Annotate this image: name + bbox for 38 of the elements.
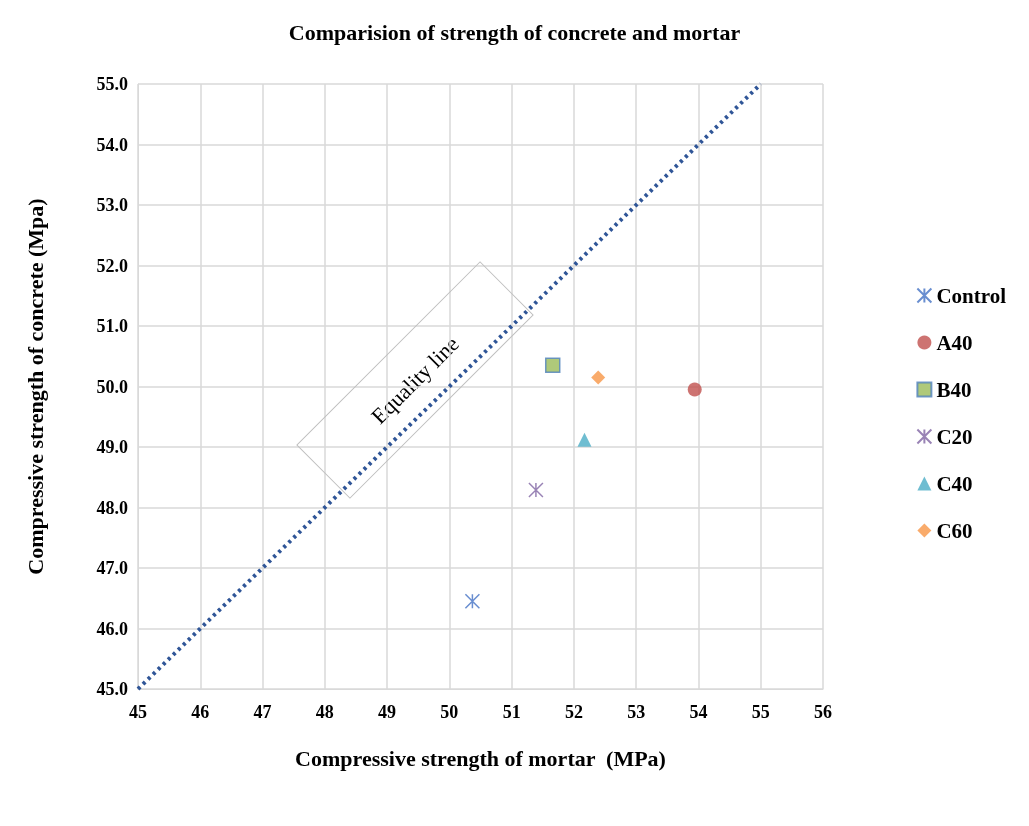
point (591, 370, 606, 385)
legend-label: C60 (936, 518, 973, 543)
x-tick-label: 53 (627, 702, 646, 722)
x-tick-label: 46 (191, 702, 210, 722)
legend-label: B40 (936, 377, 972, 402)
x-tick-label: 54 (689, 702, 708, 722)
x-tick-label: 47 (253, 702, 272, 722)
y-tick-label: 54.0 (96, 134, 128, 155)
x-axis-title: Compressive strength of mortar (MPa) (295, 745, 666, 771)
point (687, 382, 702, 397)
y-tick-label: 48.0 (96, 497, 128, 518)
y-tick-label: 46.0 (96, 618, 128, 639)
y-tick-label: 50.0 (96, 376, 128, 397)
x-tick-label: 51 (502, 702, 521, 722)
legend-label: Control (936, 283, 1007, 308)
y-tick-label: 45.0 (96, 679, 128, 699)
point (464, 593, 481, 610)
y-axis-title: Compressive strength of concrete (Mpa) (22, 198, 48, 575)
point (528, 482, 544, 498)
point (577, 432, 592, 447)
y-tick-label: 55.0 (96, 74, 128, 94)
x-tick-label: 45 (129, 702, 147, 722)
y-tick-label: 53.0 (96, 195, 128, 215)
y-tick-label: 47.0 (96, 558, 128, 578)
x-tick-label: 52 (564, 702, 583, 722)
legend-label: A40 (936, 330, 973, 355)
y-tick-label: 49.0 (96, 437, 128, 457)
x-tick-label: 48 (315, 702, 334, 722)
y-tick-label: 52.0 (96, 255, 128, 276)
y-tick-label: 51.0 (96, 316, 128, 336)
chart-title: Comparision of strength of concrete and mortar (288, 19, 741, 45)
legend-label: C40 (936, 471, 973, 496)
point (544, 357, 561, 374)
x-tick-label: 49 (378, 702, 397, 722)
x-tick-label: 56 (814, 702, 832, 722)
x-tick-label: 55 (751, 702, 770, 722)
x-tick-label: 50 (440, 702, 459, 722)
legend-label: C20 (936, 424, 973, 449)
